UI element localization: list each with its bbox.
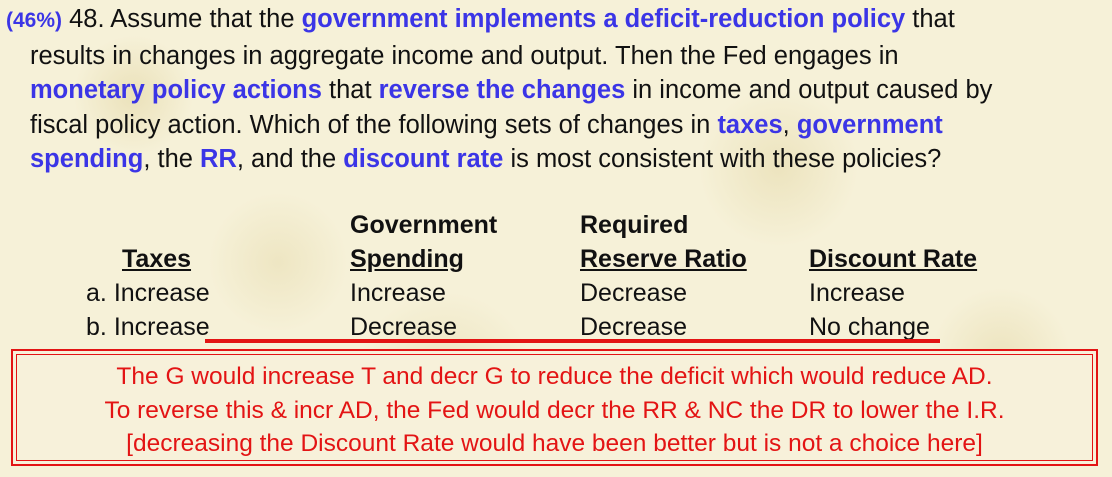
keyword: government	[796, 110, 943, 139]
answer-line-1: The G would increase T and decr G to red…	[116, 363, 993, 390]
question-line-2: results in changes in aggregate income a…	[30, 41, 899, 70]
answer-underline	[205, 339, 940, 343]
header-discount-rate: Discount Rate	[809, 245, 978, 273]
row-b-rr: Decrease	[580, 313, 687, 341]
header-taxes: Taxes	[122, 245, 192, 273]
row-b-gov: Decrease	[350, 313, 457, 341]
row-a-gov: Increase	[350, 279, 446, 307]
answer-line-3: [decreasing the Discount Rate would have…	[126, 430, 983, 457]
header-gov-bottom: Spending	[350, 245, 464, 273]
keyword: monetary policy actions	[30, 76, 322, 104]
answer-explanation-box: The G would increase T and decr G to red…	[11, 349, 1098, 466]
answer-line-2: To reverse this & incr AD, the Fed would…	[104, 396, 1005, 424]
keyword: taxes	[717, 110, 783, 139]
percent-correct: (46%)	[6, 9, 63, 32]
keyword: government implements a deficit-reductio…	[301, 5, 906, 33]
question-text: (46%) 48. Assume that the government imp…	[6, 2, 1110, 177]
header-rr-top: Required	[580, 211, 689, 239]
keyword: spending	[30, 145, 144, 173]
row-b-taxes: b. Increase	[86, 313, 210, 341]
question-line-1: (46%) 48. Assume that the government imp…	[6, 5, 955, 33]
keyword: RR	[200, 145, 237, 173]
keyword: reverse the changes	[378, 76, 626, 104]
keyword: discount rate	[343, 145, 504, 173]
question-line-3: monetary policy actions that reverse the…	[30, 76, 993, 104]
question-line-4: fiscal policy action. Which of the follo…	[30, 110, 943, 139]
row-a-rr: Decrease	[580, 279, 687, 307]
header-gov-top: Government	[350, 211, 498, 239]
question-line-5: spending, the RR, and the discount rate …	[30, 145, 942, 173]
row-a-dr: Increase	[809, 279, 905, 307]
row-a-taxes: a. Increase	[86, 279, 210, 307]
header-rr-bottom: Reserve Ratio	[580, 245, 747, 273]
row-b-dr: No change	[809, 313, 930, 341]
